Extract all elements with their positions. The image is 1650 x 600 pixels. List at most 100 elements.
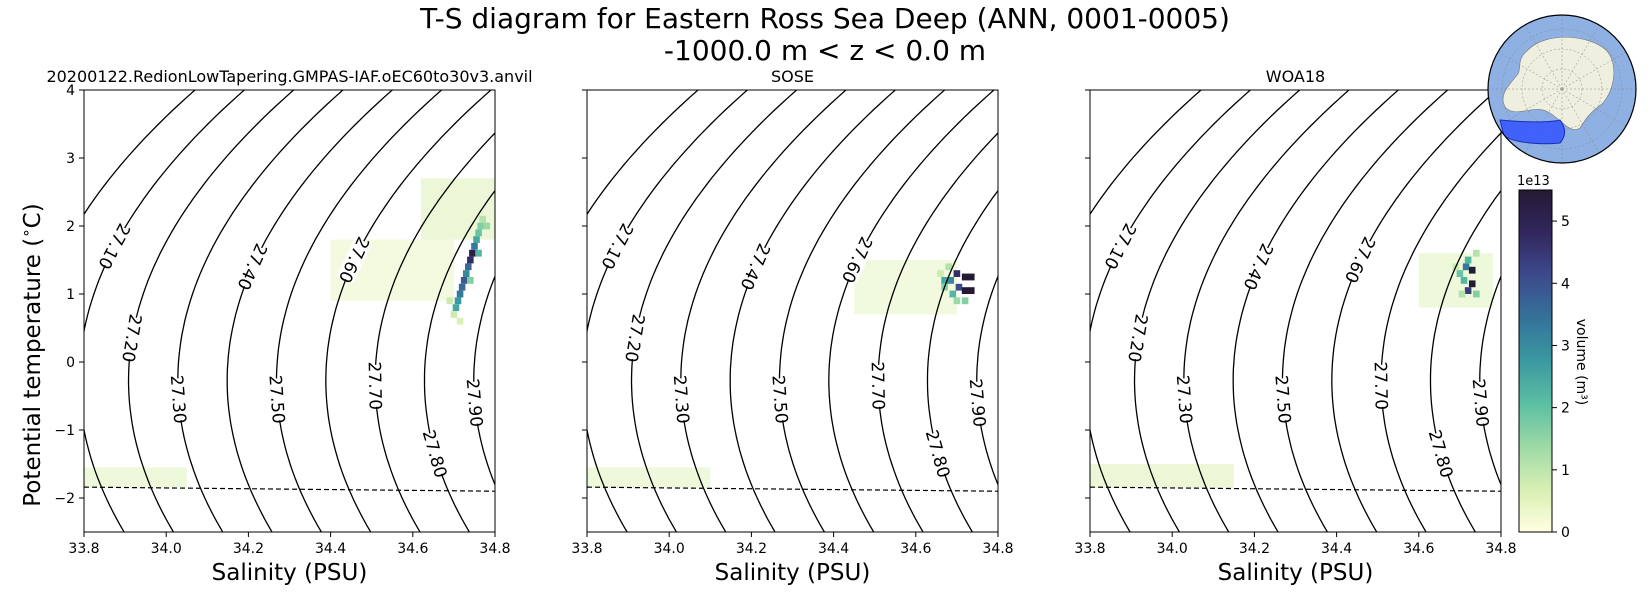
contour-label: 27.40	[1239, 240, 1277, 293]
heatmap-cell	[953, 270, 961, 277]
heatmap-cell	[1464, 256, 1472, 264]
heatmap-cell	[467, 256, 474, 264]
density-contour	[1331, 90, 1498, 532]
y-tick-label: 2	[66, 219, 75, 235]
y-tick-label: 1	[66, 287, 75, 303]
colorbar-label: volume (m³)	[1573, 319, 1589, 406]
ts-panel-1: 27.1027.2027.3027.4027.5027.6027.7027.80…	[46, 67, 532, 586]
freezing-line	[587, 486, 998, 492]
y-axis-label: Potential temperature (∘C)	[17, 203, 46, 506]
x-tick-label: 34.2	[233, 541, 264, 557]
contour-label-bg	[840, 237, 875, 283]
heatmap-cell	[483, 222, 491, 230]
contour-label-bg	[1174, 377, 1196, 422]
contour-label: 27.50	[1270, 374, 1294, 424]
freezing-line	[1090, 486, 1501, 492]
contour-label-bg	[738, 243, 773, 290]
y-tick-label: 4	[66, 83, 75, 99]
contour-label: 27.50	[264, 374, 288, 424]
panel-frame	[1089, 89, 1502, 533]
ts-panel-2: 27.1027.2027.3027.4027.5027.6027.7027.80…	[571, 67, 1013, 586]
density-contour	[1281, 90, 1449, 532]
contour-label: 27.80	[1424, 428, 1457, 480]
x-tick-label: 34.8	[982, 541, 1013, 557]
heatmap-cell	[1473, 290, 1480, 298]
density-contour	[1479, 274, 1501, 487]
heatmap-cell	[464, 263, 472, 271]
contour-label-bg	[923, 431, 953, 477]
x-axis-label: Salinity (PSU)	[1218, 560, 1374, 586]
y-tick-label: 0	[66, 355, 75, 371]
heatmap-cell	[1458, 290, 1466, 298]
heatmap-cell	[473, 236, 480, 243]
contour-label: 27.90	[1468, 378, 1492, 428]
density-contour	[1090, 90, 1202, 216]
x-tick-label: 34.2	[736, 541, 767, 557]
x-tick-label: 33.8	[68, 541, 99, 557]
density-contour	[177, 90, 344, 532]
contour-label: 27.20	[620, 312, 648, 363]
contour-label-bg	[235, 243, 270, 290]
panel-plot-area: 27.1027.2027.3027.4027.5027.6027.7027.80…	[84, 90, 495, 532]
colorbar-tick-label: 5	[1561, 214, 1570, 230]
density-contour	[374, 132, 495, 532]
contour-label: 27.10	[93, 220, 133, 272]
degree-superscript: ∘	[17, 228, 35, 237]
y-tick-label: −1	[54, 423, 75, 439]
heatmap-cell	[477, 222, 484, 230]
contour-label-bg	[168, 377, 190, 422]
region-highlight	[1499, 119, 1565, 145]
panel-title: WOA18	[1266, 67, 1325, 86]
heatmap-cell	[458, 283, 466, 291]
ts-panel-3: 27.10 27.20 27.30 27.40 27.50 27.60 27.70 27.80…	[1074, 67, 1516, 586]
contour-label: 27.30	[669, 374, 693, 424]
heatmap-cell	[953, 297, 961, 305]
contour-label-bg	[420, 431, 450, 477]
contour-label-bg	[966, 381, 989, 425]
inset-meridian	[1561, 88, 1627, 127]
faint-density-region	[1090, 464, 1234, 488]
x-tick-label: 33.8	[1074, 541, 1105, 557]
panel-plot-area: 27.1027.2027.3027.4027.5027.6027.7027.80…	[1090, 90, 1501, 532]
heatmap-cell	[955, 283, 963, 291]
x-tick-label: 34.0	[151, 541, 182, 557]
density-contour	[828, 90, 995, 532]
contour-label-bg	[1469, 381, 1492, 425]
heatmap-cell	[475, 229, 482, 237]
contour-label: 27.40	[233, 240, 271, 293]
contour-label-bg	[1343, 237, 1378, 283]
heatmap-cell	[454, 297, 462, 305]
panel-title: SOSE	[771, 67, 814, 86]
figure-title-line1: T-S diagram for Eastern Ross Sea Deep (A…	[419, 2, 1230, 35]
freezing-line	[84, 486, 495, 492]
heatmap-cell	[949, 290, 957, 298]
density-contour	[423, 189, 495, 532]
contour-label: 27.10	[1099, 220, 1139, 272]
density-contour	[1380, 132, 1501, 532]
inset-meridian	[1524, 24, 1563, 90]
density-contour	[84, 90, 245, 532]
contour-label-bg	[337, 237, 372, 283]
colorbar-multiplier: 1e13	[1517, 174, 1550, 189]
density-contour	[127, 90, 295, 532]
density-contour	[877, 132, 998, 532]
contour-label-bg	[266, 377, 288, 422]
heatmap-cell	[1462, 263, 1470, 271]
contour-label-bg	[1125, 316, 1151, 361]
contour-label: 27.60	[1340, 233, 1379, 286]
colorbar: 0 1 2 3 4 5 1e13 volume (m³)	[1517, 174, 1589, 541]
colorbar-tick-label: 1	[1561, 463, 1570, 479]
density-contour	[587, 90, 699, 216]
density-contour	[473, 274, 495, 487]
x-axis-label: Salinity (PSU)	[715, 560, 871, 586]
faint-density-region	[587, 467, 711, 488]
heatmap-cell	[469, 249, 476, 257]
y-tick-label: 3	[66, 151, 75, 167]
heatmap-cell	[450, 311, 458, 318]
contour-label: 27.20	[1123, 312, 1151, 363]
antarctica-icon	[1502, 36, 1615, 130]
faint-density-region	[854, 260, 957, 315]
heatmap-cell	[937, 270, 944, 277]
heatmap-cell	[1468, 280, 1476, 288]
